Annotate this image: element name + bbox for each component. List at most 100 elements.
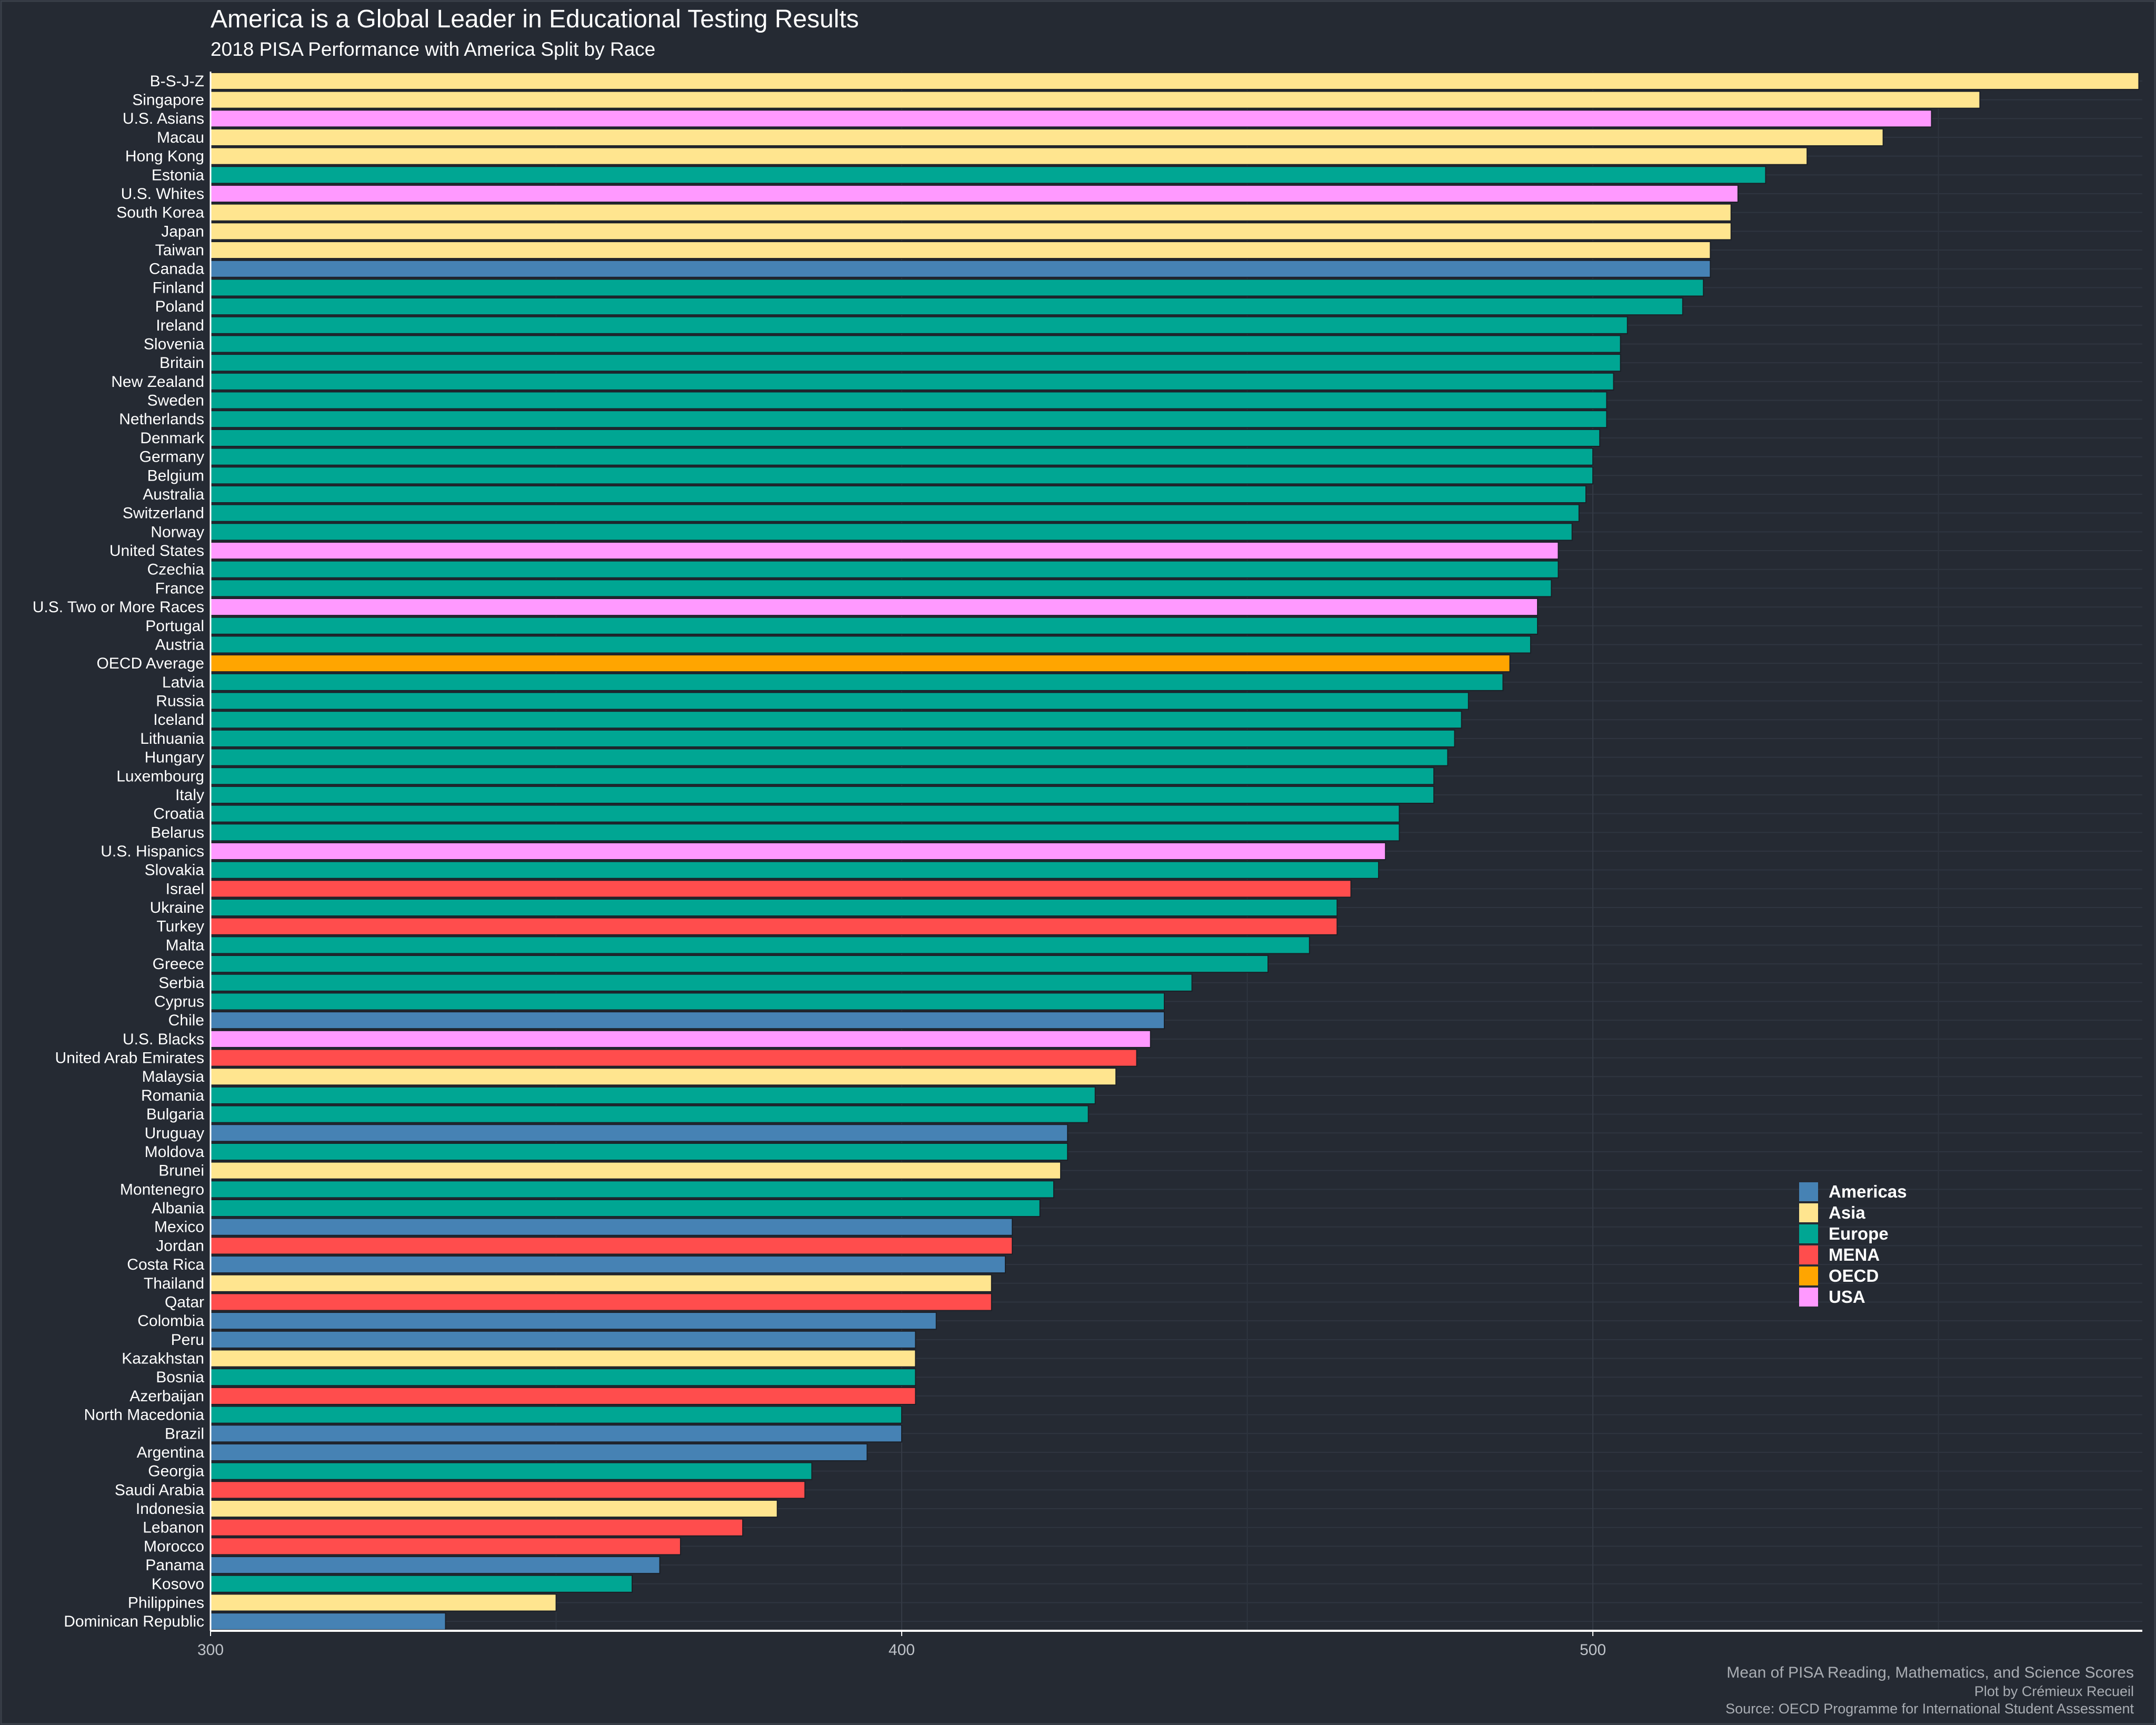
category-label: Ireland [156, 317, 204, 334]
category-label: Lithuania [140, 730, 204, 747]
category-label: Dominican Republic [64, 1613, 204, 1630]
bar-britain [210, 354, 1621, 372]
bar-canada [210, 260, 1711, 278]
bar-finland [210, 278, 1704, 297]
x-tick-label: 400 [889, 1641, 915, 1659]
bar-bulgaria [210, 1105, 1089, 1123]
legend-label-oecd: OECD [1829, 1266, 1879, 1285]
category-label: Singapore [132, 92, 204, 109]
bar-hong-kong [210, 147, 1808, 165]
legend-label-usa: USA [1829, 1287, 1865, 1307]
bar-norway [210, 523, 1573, 541]
legend-label-americas: Americas [1829, 1182, 1907, 1201]
bar-luxembourg [210, 767, 1435, 785]
bar-latvia [210, 673, 1504, 691]
bar-costa-rica [210, 1255, 1006, 1274]
category-label: Brunei [158, 1162, 204, 1180]
category-label: New Zealand [111, 373, 204, 391]
bar-u-s-whites [210, 184, 1739, 203]
bar-belarus [210, 823, 1400, 842]
bar-switzerland [210, 504, 1580, 522]
bar-austria [210, 635, 1531, 654]
bar-b-s-j-z [210, 72, 2140, 90]
category-label: Lebanon [143, 1519, 204, 1537]
bar-qatar [210, 1293, 992, 1311]
x-axis: 300 400 500 [197, 72, 2142, 1659]
category-label: Saudi Arabia [115, 1481, 204, 1499]
bar-japan [210, 222, 1732, 241]
bar-new-zealand [210, 372, 1614, 391]
category-label: Moldova [145, 1143, 205, 1161]
bar-ireland [210, 316, 1628, 334]
bar-bosnia [210, 1368, 916, 1387]
bar-france [210, 579, 1552, 597]
category-label: Greece [153, 955, 204, 973]
category-label: Sweden [147, 392, 204, 410]
category-label: Philippines [128, 1594, 204, 1611]
bar-lithuania [210, 729, 1455, 747]
category-label: North Macedonia [84, 1407, 205, 1424]
category-label: Estonia [152, 166, 204, 184]
category-label: Qatar [165, 1293, 204, 1311]
category-label: Netherlands [119, 411, 204, 428]
category-label: South Korea [116, 204, 204, 222]
category-label: Kosovo [152, 1576, 204, 1593]
category-label: Latvia [162, 674, 204, 691]
category-label: Japan [161, 223, 204, 240]
x-tick-label: 500 [1580, 1641, 1606, 1659]
bar-serbia [210, 973, 1193, 992]
category-label: B-S-J-Z [150, 73, 204, 90]
category-label: Peru [171, 1331, 204, 1349]
category-label: Serbia [158, 974, 204, 992]
legend: Americas Asia Europe MENA OECD USA [1799, 1182, 1907, 1307]
bar-kosovo [210, 1574, 633, 1593]
bar-azerbaijan [210, 1387, 916, 1405]
plot-bars [210, 72, 2140, 1631]
category-label: Czechia [147, 561, 205, 579]
category-label: Canada [149, 261, 204, 278]
category-label: Switzerland [123, 505, 204, 522]
bar-greece [210, 955, 1269, 973]
category-label: U.S. Two or More Races [33, 599, 204, 616]
category-label: United Arab Emirates [55, 1050, 204, 1067]
bar-brunei [210, 1161, 1062, 1180]
bar-malta [210, 936, 1310, 954]
bar-united-arab-emirates [210, 1049, 1137, 1067]
bar-italy [210, 785, 1435, 804]
category-label: U.S. Whites [121, 185, 204, 203]
legend-swatch-americas [1799, 1182, 1818, 1201]
bar-belgium [210, 466, 1594, 485]
category-label: Albania [152, 1200, 204, 1217]
category-label: Hong Kong [125, 148, 204, 165]
caption-credit: Plot by Crémieux Recueil [1974, 1683, 2134, 1699]
bar-united-states [210, 541, 1559, 560]
bar-brazil [210, 1424, 903, 1443]
bar-georgia [210, 1462, 813, 1480]
bar-estonia [210, 166, 1766, 184]
bar-croatia [210, 804, 1400, 823]
category-label: Italy [175, 786, 204, 804]
category-label: Malta [166, 936, 205, 954]
bar-mexico [210, 1218, 1013, 1236]
category-label: France [155, 580, 204, 597]
bar-philippines [210, 1593, 557, 1612]
bar-panama [210, 1556, 661, 1574]
bar-morocco [210, 1537, 681, 1556]
bar-indonesia [210, 1499, 778, 1518]
category-label: Germany [139, 448, 204, 466]
category-label: Mexico [154, 1219, 204, 1236]
bar-portugal [210, 616, 1539, 635]
bar-singapore [210, 91, 1981, 109]
legend-swatch-oecd [1799, 1267, 1818, 1285]
category-label: United States [109, 542, 204, 560]
category-label: Montenegro [120, 1181, 204, 1198]
x-axis-title: Mean of PISA Reading, Mathematics, and S… [1726, 1664, 2134, 1681]
bar-u-s-asians [210, 109, 1932, 128]
bar-oecd-average [210, 654, 1511, 673]
category-label: Denmark [140, 430, 205, 447]
bar-montenegro [210, 1180, 1054, 1199]
bar-uruguay [210, 1124, 1069, 1142]
category-label: Kazakhstan [122, 1350, 204, 1368]
